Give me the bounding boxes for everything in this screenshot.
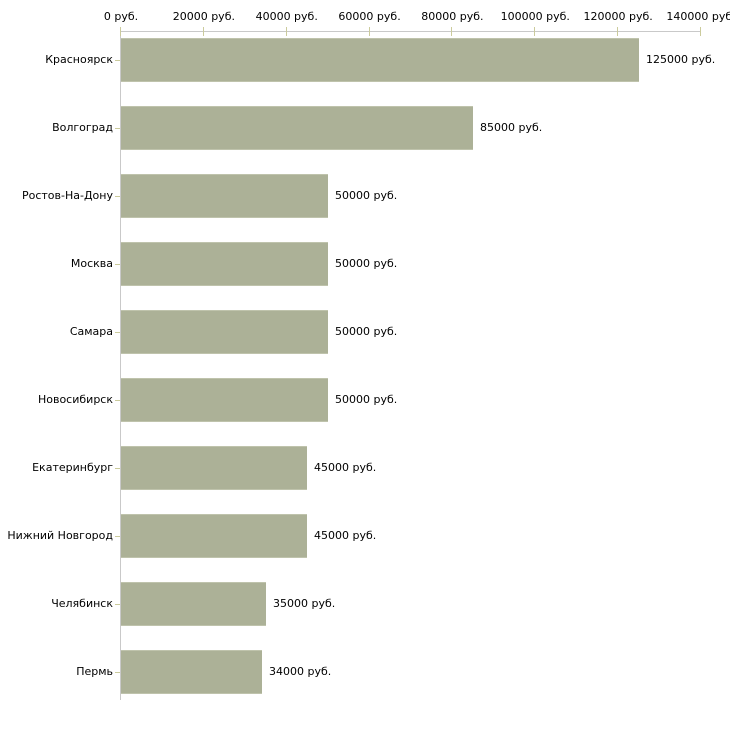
bar <box>121 582 266 626</box>
bar <box>121 38 639 82</box>
y-tick-mark <box>115 264 120 265</box>
value-label: 45000 руб. <box>314 461 377 474</box>
category-label: Ростов-На-Дону <box>21 189 113 202</box>
category-label: Екатеринбург <box>32 461 113 474</box>
x-tick-mark <box>534 27 536 36</box>
category-label: Волгоград <box>52 121 113 134</box>
x-tick-mark <box>700 27 701 36</box>
y-tick-mark <box>115 196 120 197</box>
value-label: 50000 руб. <box>335 257 398 270</box>
x-tick-mark <box>285 27 287 36</box>
y-tick-mark <box>115 60 120 61</box>
value-label: 85000 руб. <box>480 121 543 134</box>
bar <box>121 242 328 286</box>
x-tick-mark <box>368 27 370 36</box>
y-tick-mark <box>115 672 120 673</box>
x-tick-label: 20000 руб. <box>172 10 235 23</box>
y-tick-mark <box>115 128 120 129</box>
bar <box>121 106 473 150</box>
x-tick-mark <box>617 27 619 36</box>
x-tick-label: 140000 руб. <box>666 10 730 23</box>
x-tick-label: 100000 руб. <box>500 10 570 23</box>
x-tick-label: 60000 руб. <box>338 10 401 23</box>
value-label: 35000 руб. <box>273 597 336 610</box>
y-tick-mark <box>115 468 120 469</box>
bar <box>121 174 328 218</box>
x-tick-label: 80000 руб. <box>421 10 484 23</box>
value-label: 50000 руб. <box>335 325 398 338</box>
value-label: 50000 руб. <box>335 189 398 202</box>
x-tick-label: 120000 руб. <box>583 10 653 23</box>
category-label: Новосибирск <box>37 393 113 406</box>
value-label: 45000 руб. <box>314 529 377 542</box>
bar <box>121 514 307 558</box>
y-tick-mark <box>115 400 120 401</box>
y-tick-mark <box>115 536 120 537</box>
bar <box>121 378 328 422</box>
x-tick-label: 0 руб. <box>103 10 139 23</box>
value-label: 34000 руб. <box>269 665 332 678</box>
category-label: Москва <box>70 257 113 270</box>
y-axis-line <box>120 31 121 700</box>
x-tick-mark <box>120 27 121 36</box>
category-label: Нижний Новгород <box>7 529 113 542</box>
x-tick-label: 40000 руб. <box>255 10 318 23</box>
value-label: 125000 руб. <box>646 53 716 66</box>
y-tick-mark <box>115 604 120 605</box>
bar <box>121 310 328 354</box>
category-label: Красноярск <box>45 53 113 66</box>
y-tick-mark <box>115 332 120 333</box>
bar <box>121 650 262 694</box>
x-tick-mark <box>202 27 204 36</box>
value-label: 50000 руб. <box>335 393 398 406</box>
category-label: Челябинск <box>51 597 113 610</box>
category-label: Пермь <box>76 665 113 678</box>
x-axis-line <box>120 31 701 32</box>
x-tick-mark <box>451 27 453 36</box>
category-label: Самара <box>69 325 113 338</box>
bar <box>121 446 307 490</box>
